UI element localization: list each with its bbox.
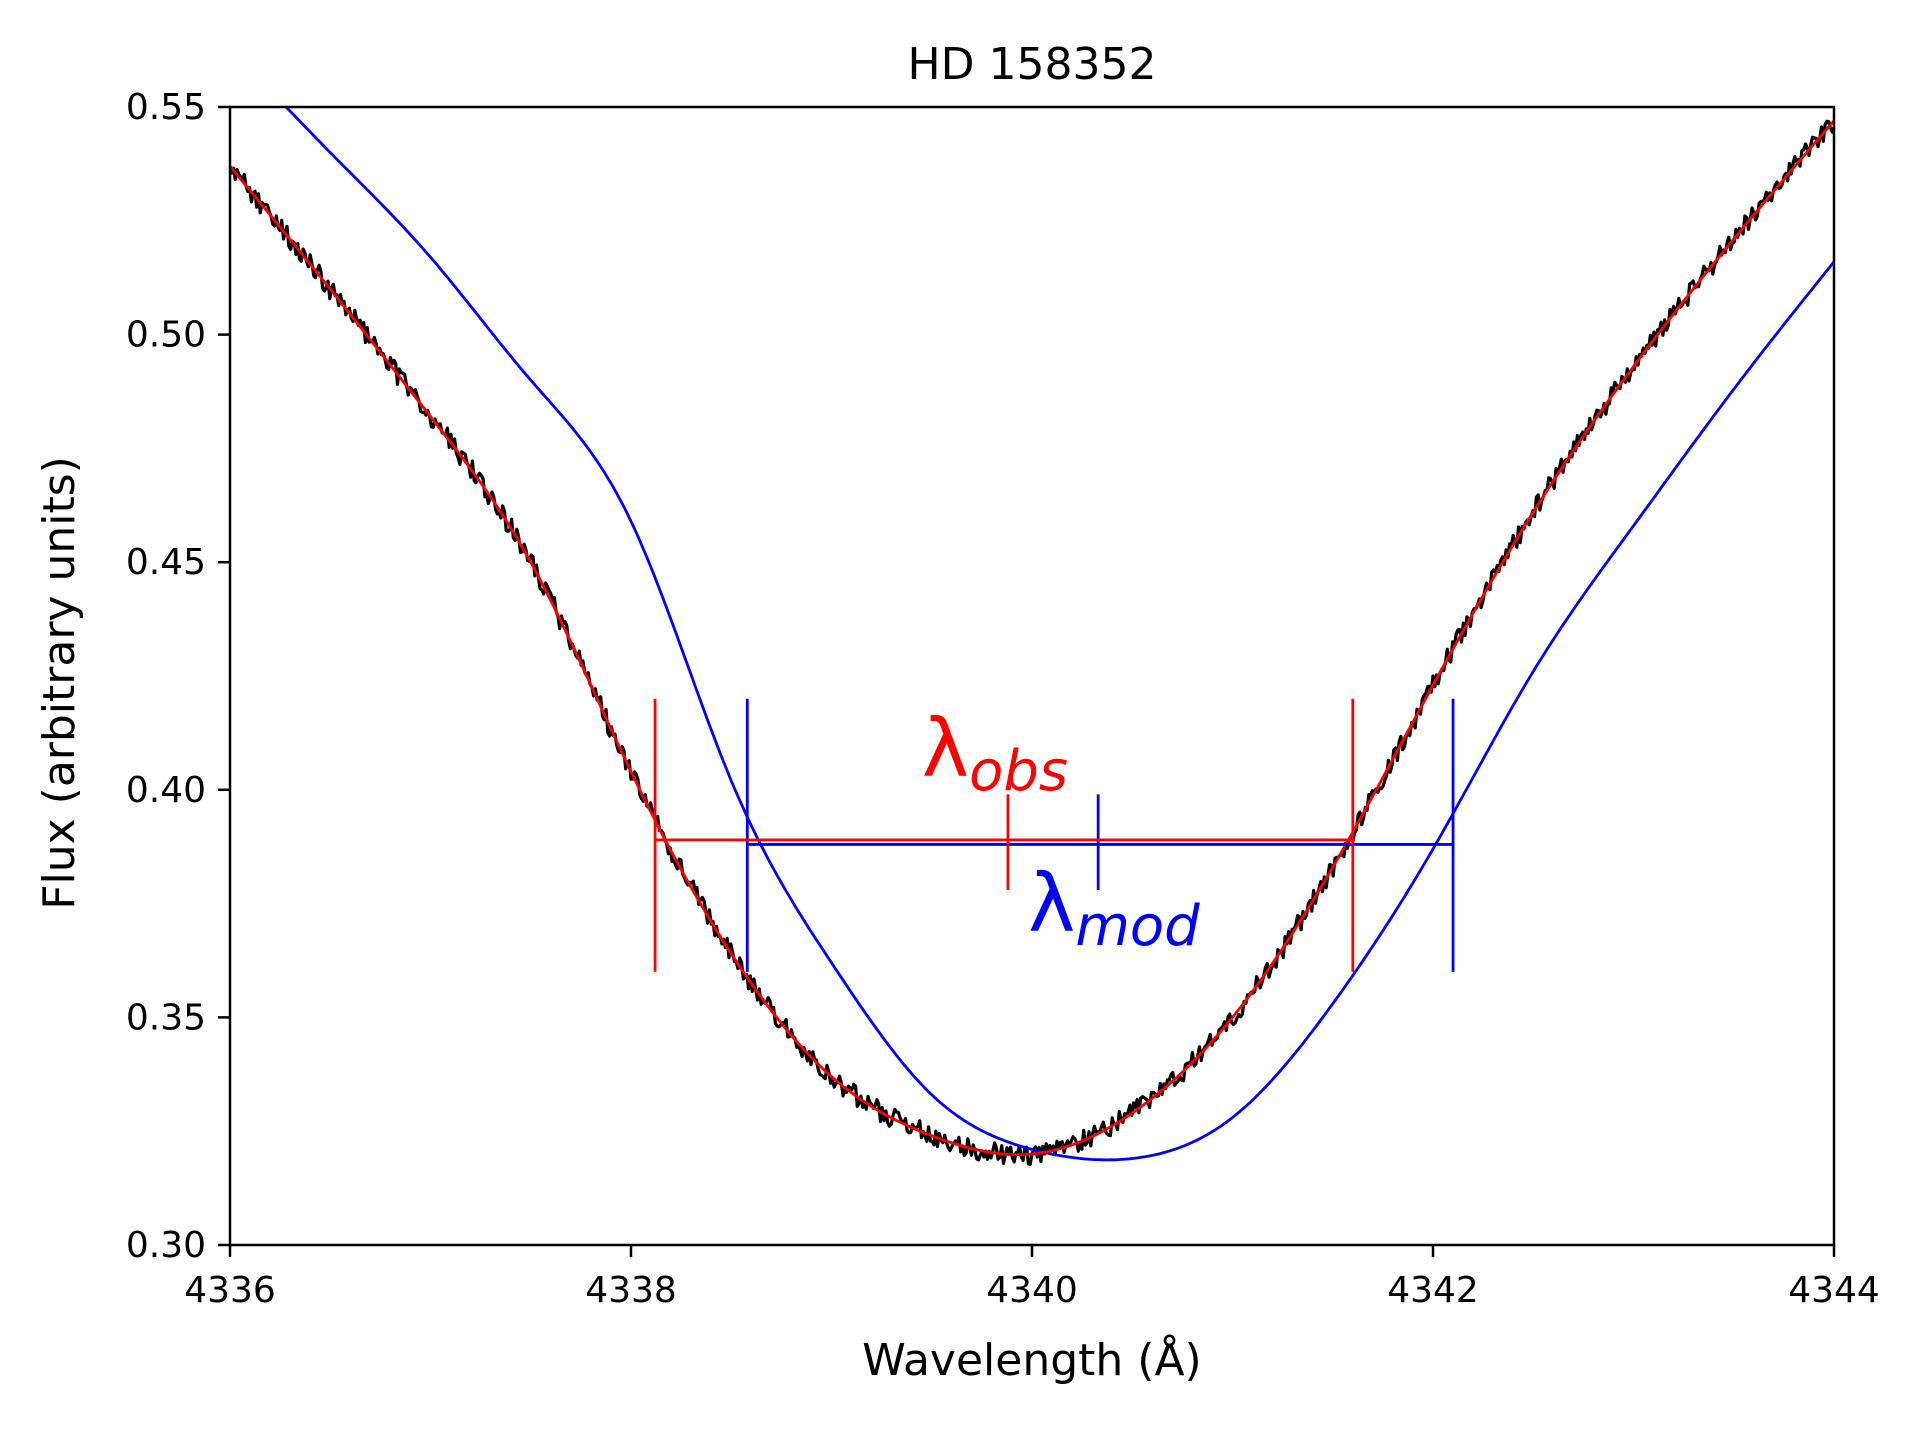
y-tick-label: 0.45 [126,542,206,583]
lambda-mod-label: λmod [1028,857,1200,959]
lambda-subscript: mod [1075,894,1200,959]
x-axis-label: Wavelength (Å) [862,1333,1201,1386]
y-axis-ticks: 0.30 0.35 0.40 0.45 0.50 0.55 [126,87,230,1266]
series-line-model-spectrum [285,106,1836,1162]
plot-frame [228,105,1836,1247]
y-axis-label: Flux (arbitrary units) [34,456,85,910]
y-tick-label: 0.35 [126,997,206,1038]
y-tick-label: 0.50 [126,315,206,356]
x-tick-label: 4336 [184,1270,276,1311]
x-tick-label: 4342 [1387,1270,1479,1311]
chart-title: HD 158352 [908,39,1157,90]
lambda-obs-label: λobs [922,702,1068,804]
series-line-smoothed-fit [228,119,1836,1156]
lambda-symbol: λ [922,702,969,795]
y-tick-label: 0.30 [126,1225,206,1266]
y-tick-label: 0.40 [126,770,206,811]
y-tick-label: 0.55 [126,87,206,128]
x-tick-label: 4338 [585,1270,677,1311]
x-tick-label: 4340 [986,1270,1078,1311]
x-axis-ticks: 4336 4338 4340 4342 4344 [184,1245,1880,1311]
x-tick-label: 4344 [1788,1270,1880,1311]
lambda-subscript: obs [969,739,1068,804]
measurement-markers [653,698,1455,972]
lambda-symbol: λ [1028,857,1075,950]
series-layer [228,106,1836,1166]
